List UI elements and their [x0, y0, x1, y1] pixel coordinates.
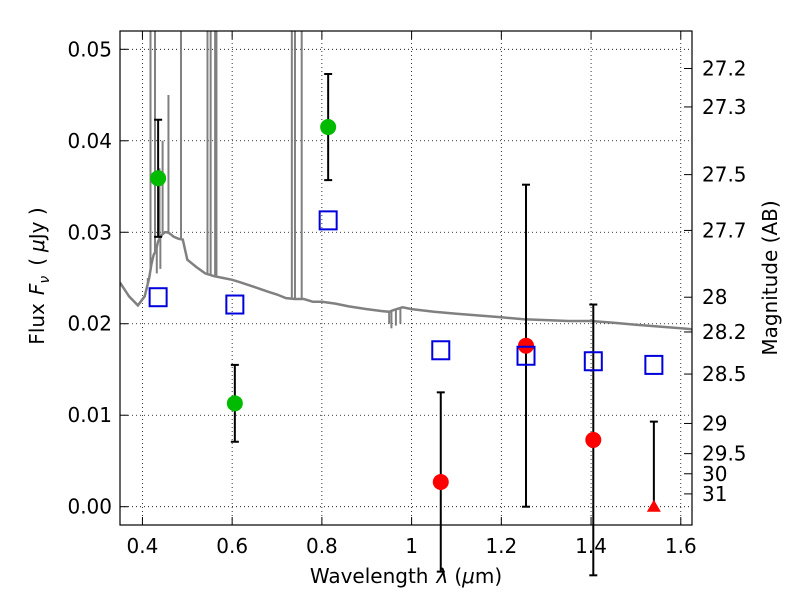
model-photometry-square [318, 210, 338, 231]
y-axis-label-f: F [25, 283, 49, 295]
model-photometry-square [644, 354, 664, 375]
magnitude-tick-label: 27.5 [702, 163, 747, 187]
x-axis-label: Wavelength λ (μm) [310, 564, 502, 588]
magnitude-tick-label: 28 [702, 285, 727, 309]
y-tick-label: 0.00 [67, 495, 112, 519]
data-point-circle [585, 431, 602, 448]
magnitude-tick-label: 27.3 [702, 95, 747, 119]
model-photometry-square [516, 345, 536, 366]
model-photometry-square [225, 294, 245, 315]
model-photometry-square [431, 340, 451, 361]
magnitude-tick-label: 30 [702, 462, 727, 486]
right-axis-label: Magnitude (AB) [758, 200, 782, 355]
data-point-upper-limit-triangle [646, 499, 661, 512]
y-axis-label-text: Flux [25, 303, 49, 345]
x-tick-label: 0.6 [216, 534, 248, 558]
y-axis-label: Flux Fν ( μJy ) [25, 207, 53, 344]
y-tick-label: 0.02 [67, 312, 112, 336]
model-photometry-square [148, 287, 168, 308]
x-axis-label-unit: m) [475, 564, 502, 588]
data-point-circle [518, 337, 535, 354]
axis-labels: Wavelength λ (μm) FluxFν(μJy ) Magnitude (… [25, 200, 782, 588]
data-point-circle [432, 474, 449, 491]
data-point-circle [150, 170, 167, 187]
y-axis-label-nu: ν [37, 276, 53, 284]
magnitude-tick-label: 29.5 [702, 442, 747, 466]
data-point-circle [226, 395, 243, 412]
magnitude-tick-label: 27.7 [702, 218, 747, 242]
plot-frame [119, 30, 693, 526]
data-marks [148, 72, 664, 577]
magnitude-tick-label: 27.2 [702, 57, 747, 81]
y-tick-label: 0.03 [67, 220, 112, 244]
x-tick-label: 1.4 [575, 534, 607, 558]
magnitude-tick-label: 28.5 [702, 362, 747, 386]
axes: 0.4 0.6 0.8 1 1.2 1.4 1.6 0.00 0.01 0.02 0.03 0.04 0… [67, 30, 747, 558]
model-spectrum-line [120, 231, 692, 331]
y-axis-label-mu: μ [25, 239, 49, 253]
y-tick-label: 0.05 [67, 37, 112, 61]
magnitude-tick-label: 31 [702, 482, 727, 506]
magnitude-tick-label: 29 [702, 411, 727, 435]
x-tick-label: 1.2 [485, 534, 517, 558]
x-axis-label-unit-open: ( [454, 564, 462, 588]
model-photometry-square [583, 351, 603, 372]
model-spectrum [120, 31, 692, 331]
x-tick-label: 1 [405, 534, 418, 558]
x-tick-label: 0.8 [306, 534, 338, 558]
magnitude-tick-label: 28.2 [702, 320, 747, 344]
grid [120, 31, 692, 525]
y-axis-label-unit-open: ( [25, 258, 49, 266]
data-point-circle [320, 119, 337, 136]
x-axis-label-text: Wavelength [310, 564, 429, 588]
x-tick-label: 0.4 [127, 534, 159, 558]
y-tick-label: 0.01 [67, 403, 112, 427]
y-axis-label-unit: Jy ) [25, 207, 49, 241]
x-tick-label: 1.6 [665, 534, 697, 558]
x-axis-label-lambda: λ [435, 564, 448, 588]
x-axis-label-mu: μ [461, 564, 475, 588]
y-tick-label: 0.04 [67, 129, 112, 153]
